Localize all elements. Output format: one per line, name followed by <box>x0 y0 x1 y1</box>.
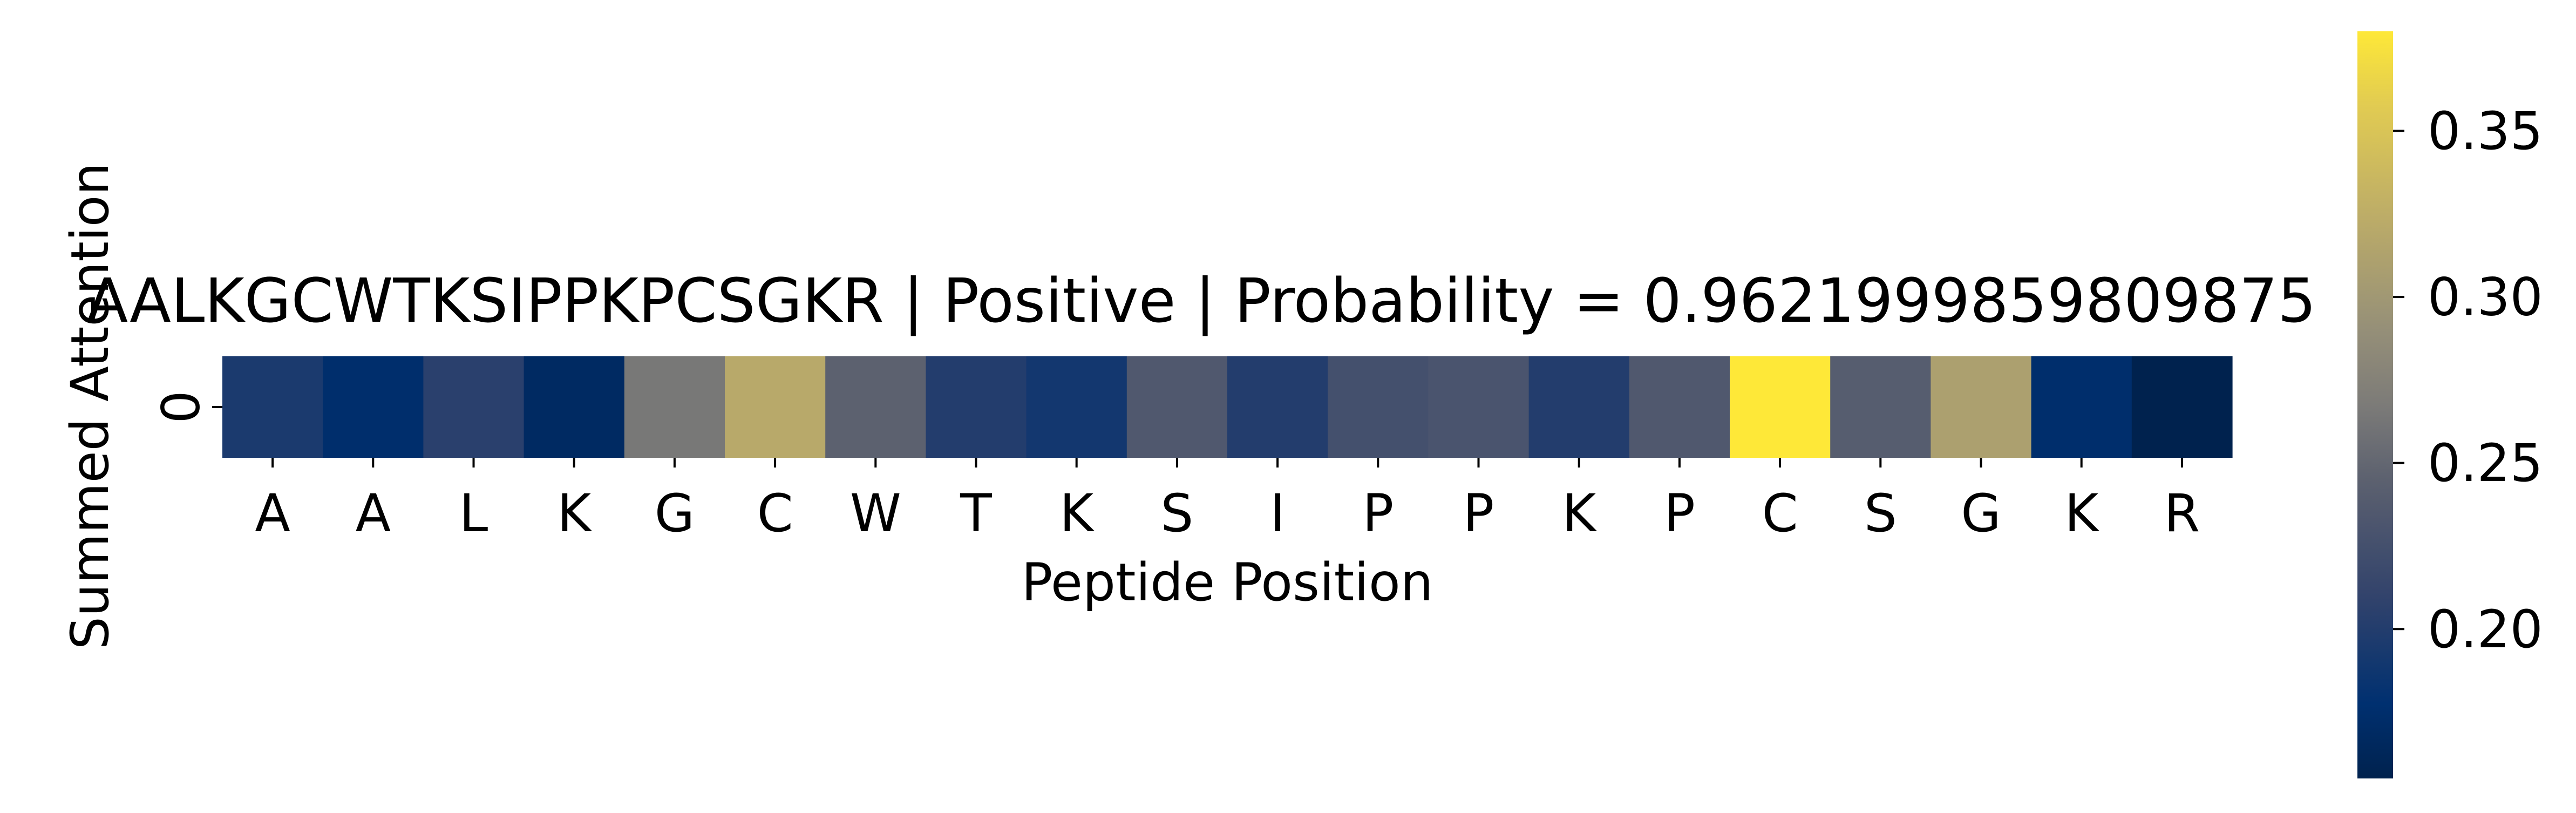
colorbar-tick-label: 0.20 <box>2428 599 2543 660</box>
colorbar-tick-label: 0.25 <box>2428 433 2543 493</box>
heatmap-cell <box>2031 356 2132 458</box>
heatmap-cell <box>1931 356 2032 458</box>
heatmap-cell <box>725 356 826 458</box>
heatmap-cell <box>222 356 323 458</box>
y-axis-ticks: 0 <box>151 390 222 424</box>
x-tick-label: W <box>850 483 901 544</box>
x-tick-label: C <box>757 483 793 544</box>
x-tick-label: P <box>1463 483 1494 544</box>
colorbar-tick-label: 0.30 <box>2428 267 2543 328</box>
heatmap-cell <box>323 356 424 458</box>
x-tick-label: S <box>1160 483 1193 544</box>
y-axis-label: Summed Attention <box>60 162 120 649</box>
x-tick-label: L <box>459 483 488 544</box>
x-tick-label: G <box>655 483 695 544</box>
x-tick-label: G <box>1961 483 2001 544</box>
x-tick-label: A <box>355 483 391 544</box>
heatmap-cell <box>524 356 625 458</box>
x-tick-label: K <box>1059 483 1095 544</box>
x-tick-label: K <box>557 483 592 544</box>
heatmap-cells <box>222 356 2233 458</box>
heatmap-cell <box>423 356 525 458</box>
chart-title: AALKGCWTKSIPPKPCSGKR | Positive | Probab… <box>86 266 2316 336</box>
x-tick-label: P <box>1664 483 1695 544</box>
heatmap-cell <box>1328 356 1429 458</box>
x-tick-label: K <box>2064 483 2099 544</box>
x-axis-label: Peptide Position <box>1021 552 1433 613</box>
x-tick-label: R <box>2164 483 2200 544</box>
colorbar-ticks: 0.20 0.25 0.30 0.35 <box>2393 101 2543 660</box>
y-tick-label: 0 <box>151 390 212 423</box>
heatmap-cell <box>1126 356 1228 458</box>
heatmap-cell <box>2131 356 2233 458</box>
x-tick-label: A <box>255 483 290 544</box>
heatmap-cell <box>1629 356 1730 458</box>
heatmap-cell <box>1428 356 1530 458</box>
x-tick-label: K <box>1562 483 1597 544</box>
x-tick-label: S <box>1864 483 1897 544</box>
heatmap-cell <box>624 356 725 458</box>
heatmap-cell <box>926 356 1027 458</box>
colorbar-tick-label: 0.35 <box>2428 101 2543 161</box>
x-tick-label: C <box>1762 483 1798 544</box>
heatmap-cell <box>825 356 926 458</box>
x-tick-label: I <box>1270 483 1285 544</box>
heatmap-cell <box>1730 356 1831 458</box>
x-tick-label: P <box>1362 483 1394 544</box>
colorbar <box>2357 31 2393 778</box>
heatmap-cell <box>1026 356 1127 458</box>
heatmap-cell <box>1528 356 1630 458</box>
heatmap-cell <box>1227 356 1328 458</box>
x-tick-label: T <box>960 483 992 544</box>
heatmap-cell <box>1830 356 1931 458</box>
